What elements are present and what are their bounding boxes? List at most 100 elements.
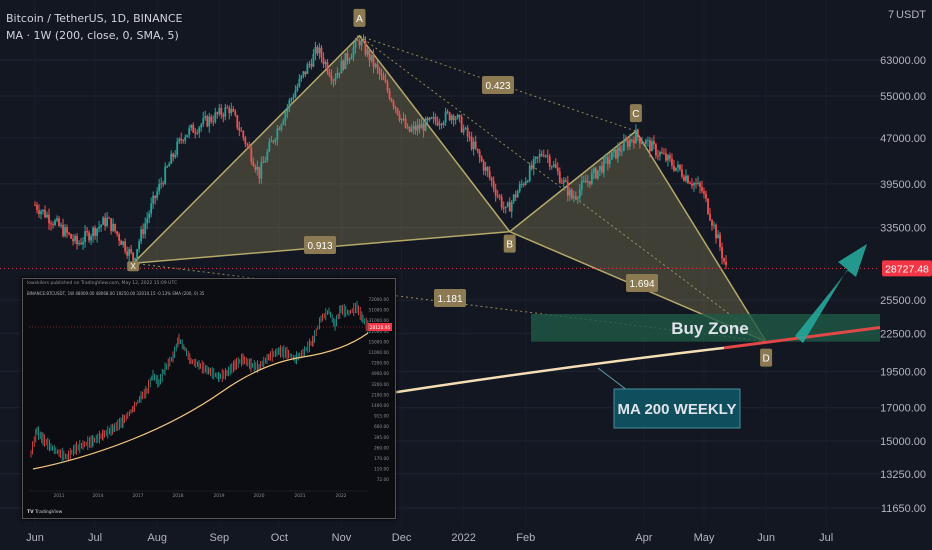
ma-label-text: MA 200 WEEKLY: [618, 401, 737, 418]
candle-body: [218, 107, 221, 114]
inset-y-label: 110.00: [374, 467, 389, 473]
x-tick-label: Oct: [271, 532, 288, 544]
y-tick-label: 15000.00: [880, 436, 926, 448]
inset-y-label: 51000.00: [368, 308, 389, 314]
candle-body: [691, 183, 693, 186]
candle-body: [566, 181, 569, 196]
candle-body: [140, 229, 143, 242]
candle-body: [572, 196, 575, 199]
candle-body: [92, 227, 94, 237]
candle-body: [406, 126, 409, 128]
candle-body: [220, 107, 223, 116]
candle-body: [502, 207, 505, 209]
candle-body: [456, 115, 459, 119]
candle-body: [80, 242, 82, 245]
candle-body: [482, 161, 485, 171]
inset-y-label: 4900.00: [371, 371, 389, 377]
candle-body: [492, 180, 495, 189]
candle-body: [354, 39, 357, 48]
inset-y-label: 260.00: [374, 445, 389, 451]
candlesticks: [34, 34, 727, 270]
candle-body: [643, 142, 645, 144]
candle-body: [420, 123, 423, 129]
candle-body: [476, 148, 479, 152]
candle-body: [146, 218, 149, 224]
time-axis[interactable]: Jun Jul Aug Sep Oct Nov Dec 2022 Feb Apr May Jun Jul: [26, 532, 833, 544]
candle-body: [62, 224, 64, 236]
candle-body: [438, 123, 441, 126]
candle-body: [687, 175, 689, 184]
candle-body: [673, 165, 675, 171]
candle-body: [78, 242, 80, 245]
candle-body: [202, 117, 205, 125]
candle-body: [324, 61, 327, 65]
candle-body: [276, 128, 279, 140]
candle-body: [552, 164, 555, 167]
candle-body: [570, 189, 573, 199]
candle-body: [699, 182, 701, 187]
candle-body: [394, 106, 397, 109]
candle-body: [198, 127, 201, 133]
candle-body: [278, 128, 281, 130]
candle-body: [194, 132, 197, 134]
candle-body: [518, 184, 521, 192]
candle-body: [396, 108, 399, 115]
candle-body: [524, 181, 527, 185]
candle-body: [705, 193, 707, 199]
candle-body: [236, 115, 239, 128]
candle-body: [40, 211, 42, 215]
candle-body: [100, 224, 102, 227]
candle-body: [224, 107, 227, 117]
candle-body: [576, 197, 579, 199]
candle-body: [180, 138, 183, 141]
candle-body: [336, 72, 339, 78]
inset-x-label: 2020: [254, 493, 265, 499]
candle-body: [719, 234, 721, 248]
candle-body: [540, 153, 543, 156]
candle-body: [422, 123, 425, 131]
candle-body: [490, 177, 493, 181]
candle-body: [388, 90, 391, 99]
candle-body: [582, 180, 585, 182]
candle-body: [366, 49, 369, 55]
candle-body: [434, 116, 437, 122]
candle-body: [532, 158, 535, 169]
candle-body: [42, 209, 44, 212]
x-tick-label: Jun: [26, 532, 44, 544]
candle-body: [370, 54, 373, 61]
price-axis[interactable]: 63000.00 55000.00 47000.00 39500.00 33500.00…: [880, 9, 926, 515]
candle-body: [580, 181, 583, 190]
candle-body: [436, 121, 439, 126]
candle-body: [556, 167, 559, 172]
candle-body: [148, 213, 151, 219]
ratio-label-box: [482, 76, 514, 94]
candle-body: [72, 238, 74, 242]
inset-y-label: 7200.00: [371, 361, 389, 367]
candle-body: [304, 71, 307, 74]
inset-x-label: 2014: [93, 493, 104, 499]
candle-body: [96, 228, 98, 236]
candle-body: [376, 64, 379, 69]
candle-body: [300, 75, 303, 79]
candle-body: [548, 156, 551, 167]
candle-body: [634, 129, 637, 144]
point-label-box: [353, 8, 366, 27]
candle-body: [544, 155, 547, 157]
candle-body: [558, 171, 561, 183]
candle-body: [506, 202, 509, 207]
candle-body: [500, 197, 503, 208]
candle-body: [588, 181, 591, 185]
inset-weekly-chart: lowskilers published on TradingView.com,…: [22, 278, 396, 519]
candle-body: [632, 140, 635, 144]
candle-body: [669, 155, 671, 159]
candle-body: [602, 158, 605, 173]
candle-body: [360, 40, 363, 46]
candle-body: [637, 129, 639, 137]
candle-body: [402, 118, 405, 120]
y-tick-label: 13250.00: [880, 469, 926, 481]
inset-y-label: 72000.00: [368, 297, 389, 303]
candle-body: [364, 40, 367, 55]
symbol-title: Bitcoin / TetherUS, 1D, BINANCE: [6, 12, 183, 25]
candle-body: [296, 86, 299, 91]
x-tick-label: Apr: [635, 532, 652, 544]
